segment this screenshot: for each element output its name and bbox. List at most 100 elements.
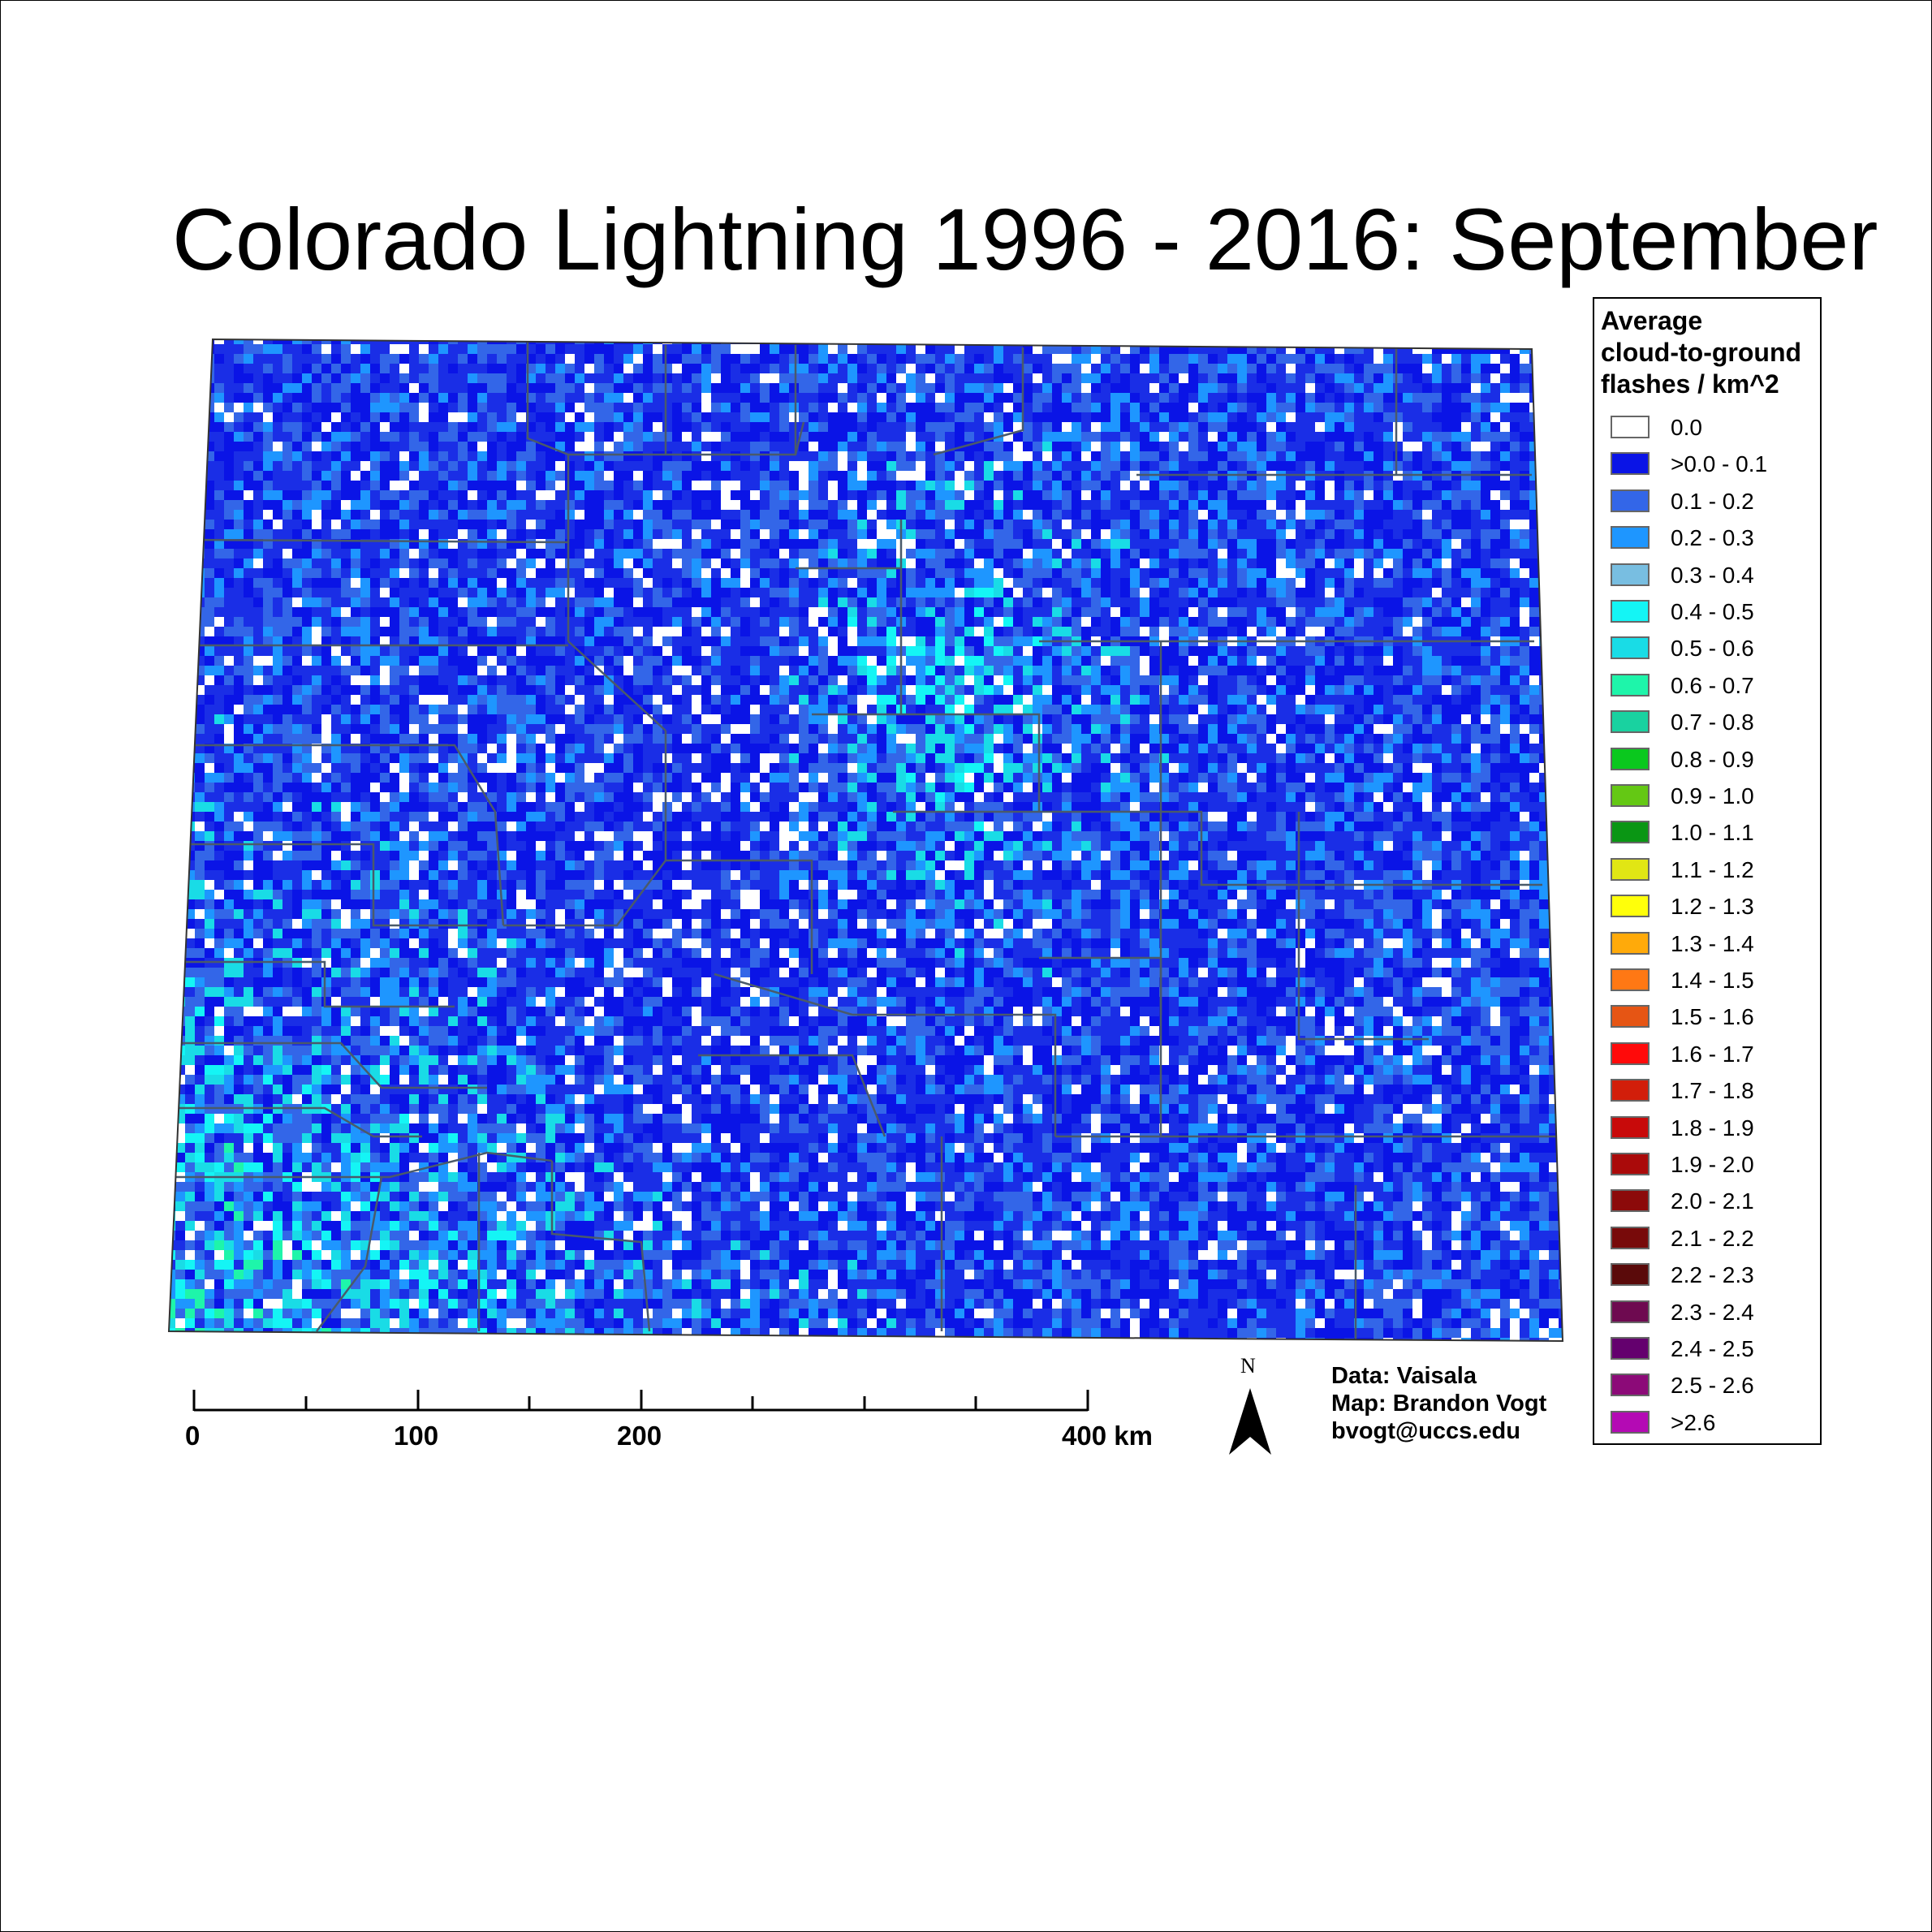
density-cell: [546, 451, 555, 461]
density-cell: [380, 373, 390, 383]
density-cell: [974, 763, 984, 773]
density-cell: [1062, 500, 1072, 510]
density-cell: [1081, 373, 1091, 383]
density-cell: [565, 685, 575, 695]
density-cell: [711, 685, 721, 695]
density-cell: [847, 403, 857, 412]
density-cell: [1432, 500, 1442, 510]
density-cell: [1179, 490, 1188, 500]
density-cell: [1442, 383, 1451, 393]
density-cell: [282, 705, 292, 714]
density-cell: [584, 354, 594, 364]
density-cell: [623, 510, 633, 520]
density-cell: [682, 461, 692, 471]
density-cell: [1198, 490, 1208, 500]
density-cell: [1276, 588, 1286, 597]
density-cell: [760, 422, 770, 432]
density-cell: [614, 636, 623, 646]
density-cell: [555, 461, 565, 471]
density-cell: [711, 442, 721, 451]
density-cell: [1042, 393, 1052, 403]
density-cell: [1549, 520, 1559, 529]
density-cell: [169, 734, 175, 744]
density-cell: [1033, 558, 1042, 568]
density-cell: [964, 339, 974, 344]
density-cell: [682, 744, 692, 753]
density-cell: [789, 617, 799, 627]
density-cell: [399, 627, 409, 636]
density-cell: [234, 724, 244, 734]
density-cell: [614, 500, 623, 510]
density-cell: [546, 617, 555, 627]
density-cell: [419, 685, 429, 695]
density-cell: [857, 432, 867, 442]
density-cell: [1403, 627, 1412, 636]
density-cell: [1149, 354, 1159, 364]
density-cell: [1023, 646, 1033, 656]
density-cell: [1344, 666, 1354, 675]
density-cell: [1188, 656, 1198, 666]
density-cell: [1227, 753, 1237, 763]
density-cell: [1120, 773, 1130, 783]
density-cell: [935, 714, 945, 724]
density-cell: [818, 607, 828, 617]
density-cell: [1500, 461, 1510, 471]
density-cell: [409, 403, 419, 412]
density-cell: [536, 568, 546, 578]
density-cell: [721, 461, 731, 471]
density-cell: [614, 412, 623, 422]
density-cell: [1344, 783, 1354, 792]
density-cell: [399, 422, 409, 432]
density-cell: [1520, 539, 1529, 549]
density-cell: [497, 685, 507, 695]
density-cell: [273, 802, 282, 812]
density-cell: [507, 617, 516, 627]
density-cell: [224, 773, 234, 783]
density-cell: [857, 549, 867, 558]
density-cell: [1130, 403, 1140, 412]
density-cell: [1218, 627, 1227, 636]
density-cell: [614, 451, 623, 461]
density-cell: [614, 364, 623, 373]
density-cell: [1257, 695, 1266, 705]
density-cell: [789, 481, 799, 490]
density-cell: [867, 588, 877, 597]
density-cell: [623, 588, 633, 597]
density-cell: [1510, 734, 1520, 744]
density-cell: [1364, 783, 1374, 792]
density-cell: [623, 773, 633, 783]
density-cell: [1101, 422, 1110, 432]
density-cell: [1120, 373, 1130, 383]
density-cell: [263, 695, 273, 705]
density-cell: [896, 364, 906, 373]
density-cell: [1500, 364, 1510, 373]
density-cell: [1120, 705, 1130, 714]
density-cell: [273, 510, 282, 520]
density-cell: [487, 451, 497, 461]
density-cell: [360, 597, 370, 607]
density-cell: [185, 354, 195, 364]
density-cell: [809, 539, 818, 549]
density-cell: [1042, 339, 1052, 344]
density-cell: [1208, 724, 1218, 734]
density-cell: [1286, 339, 1296, 344]
density-cell: [770, 510, 779, 520]
density-cell: [974, 636, 984, 646]
density-cell: [701, 412, 711, 422]
density-cell: [351, 529, 360, 539]
density-cell: [692, 753, 701, 763]
density-cell: [244, 578, 253, 588]
density-cell: [692, 734, 701, 744]
density-cell: [692, 510, 701, 520]
density-cell: [1169, 422, 1179, 432]
density-cell: [1266, 393, 1276, 403]
density-cell: [536, 656, 546, 666]
density-cell: [448, 568, 458, 578]
density-cell: [955, 792, 964, 802]
density-cell: [1023, 490, 1033, 500]
density-cell: [682, 675, 692, 685]
density-cell: [1179, 412, 1188, 422]
density-cell: [263, 364, 273, 373]
density-cell: [1412, 607, 1422, 617]
density-cell: [1305, 753, 1315, 763]
